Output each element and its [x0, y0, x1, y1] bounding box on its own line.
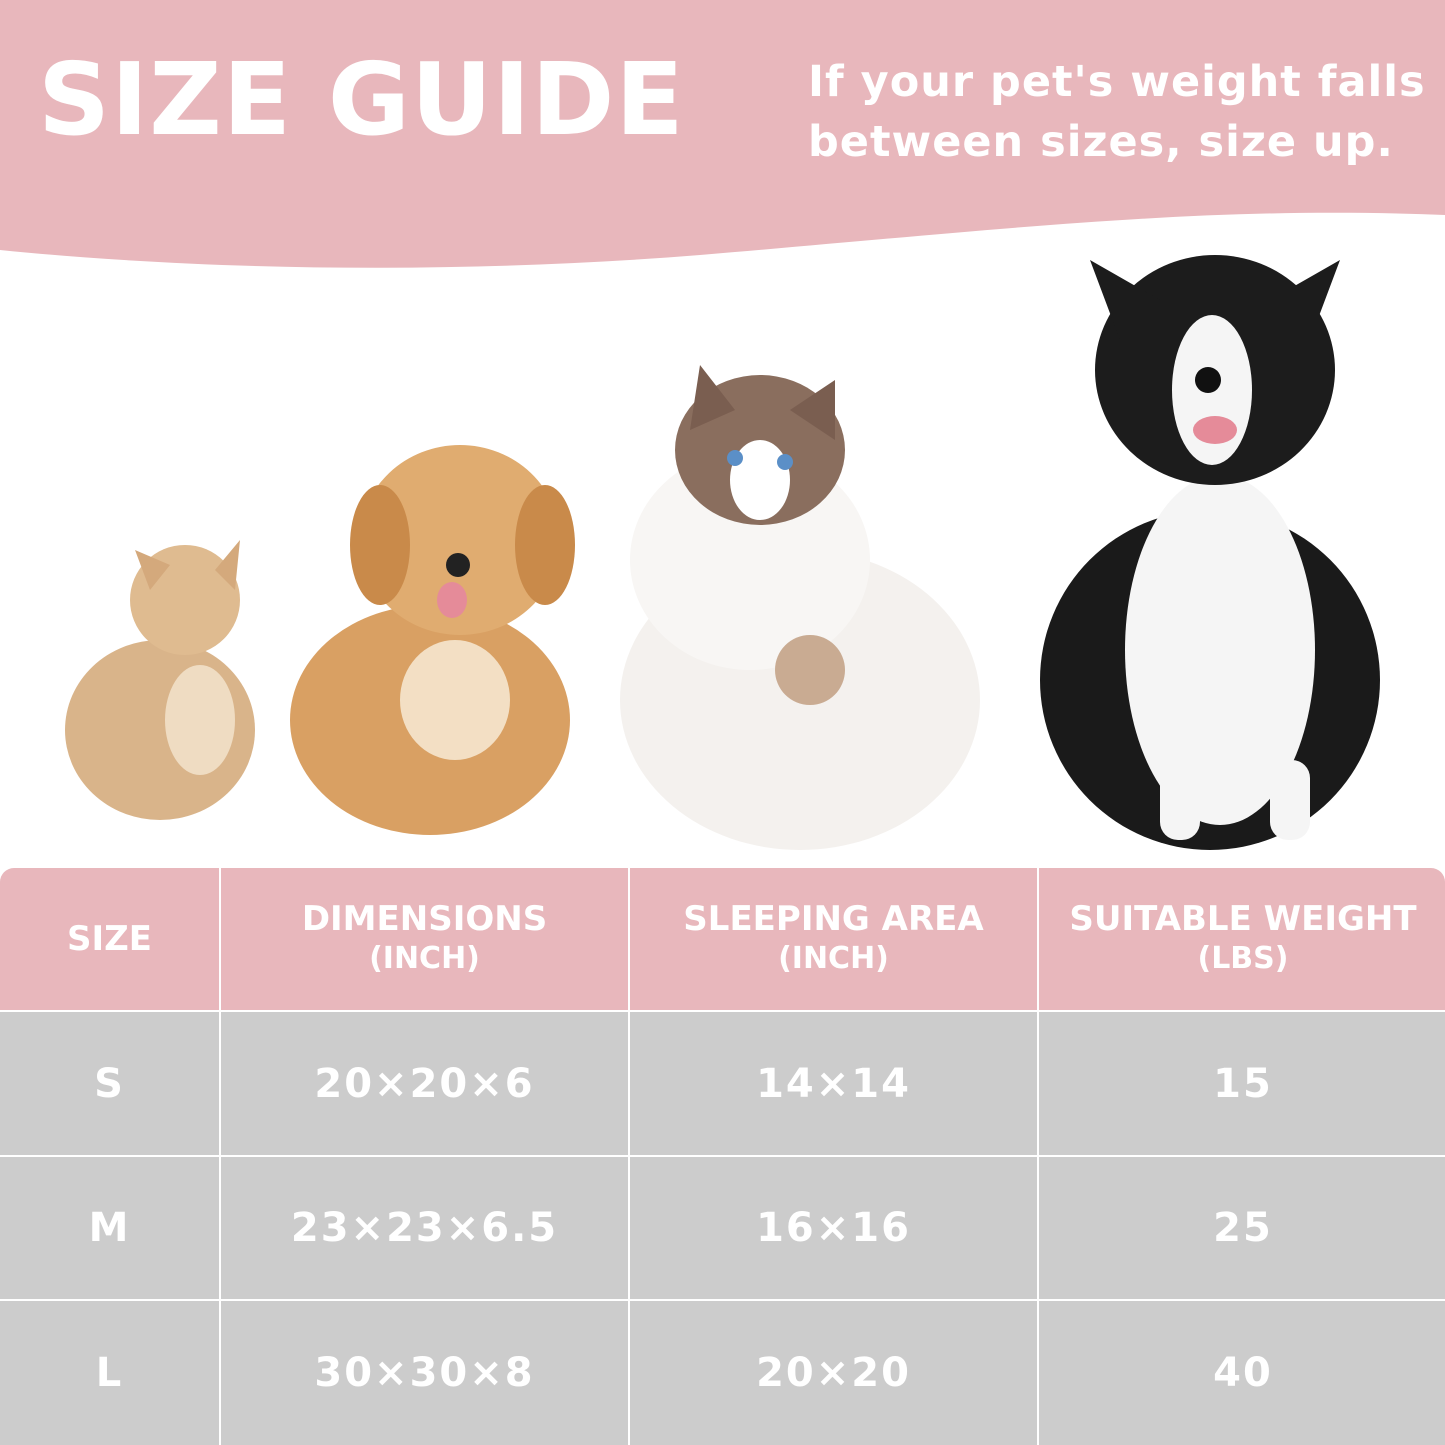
column-header-size: SIZE [0, 868, 219, 1010]
table-cell-size: S [0, 1012, 219, 1155]
table-cell-dimensions: 20×20×6 [221, 1012, 628, 1155]
table-cell-size: M [0, 1157, 219, 1299]
column-label: SUITABLE WEIGHT [1069, 899, 1417, 939]
size-tip: If your pet's weight falls between sizes… [808, 52, 1426, 172]
table-cell-sleeping-area: 20×20 [630, 1301, 1037, 1445]
table-cell-weight: 15 [1039, 1012, 1445, 1155]
column-unit: (INCH) [778, 941, 889, 976]
table-cell-sleeping-area: 16×16 [630, 1157, 1037, 1299]
table-cell-weight: 40 [1039, 1301, 1445, 1445]
small-dog-image [290, 445, 575, 835]
size-table: SIZE DIMENSIONS (INCH) SLEEPING AREA (INCH… [0, 868, 1445, 1445]
table-cell-sleeping-area: 14×14 [630, 1012, 1037, 1155]
large-dog-image [1040, 255, 1380, 850]
table-cell-size: L [0, 1301, 219, 1445]
column-label: DIMENSIONS [301, 899, 548, 939]
table-cell-weight: 25 [1039, 1157, 1445, 1299]
column-label: SIZE [66, 919, 153, 959]
pets-illustration [65, 255, 1380, 850]
column-header-dimensions: DIMENSIONS (INCH) [221, 868, 628, 1010]
column-unit: (INCH) [369, 941, 480, 976]
medium-cat-image [620, 365, 980, 850]
column-label: SLEEPING AREA [683, 899, 984, 939]
header-banner [0, 0, 1445, 268]
column-header-suitable-weight: SUITABLE WEIGHT (LBS) [1039, 868, 1445, 1010]
table-cell-dimensions: 30×30×8 [221, 1301, 628, 1445]
size-tip-line2: between sizes, size up. [808, 117, 1394, 167]
small-cat-image [65, 540, 255, 820]
column-header-sleeping-area: SLEEPING AREA (INCH) [630, 868, 1037, 1010]
page-title: SIZE GUIDE [38, 41, 685, 158]
column-unit: (LBS) [1197, 941, 1289, 976]
size-tip-line1: If your pet's weight falls [808, 57, 1426, 107]
table-cell-dimensions: 23×23×6.5 [221, 1157, 628, 1299]
